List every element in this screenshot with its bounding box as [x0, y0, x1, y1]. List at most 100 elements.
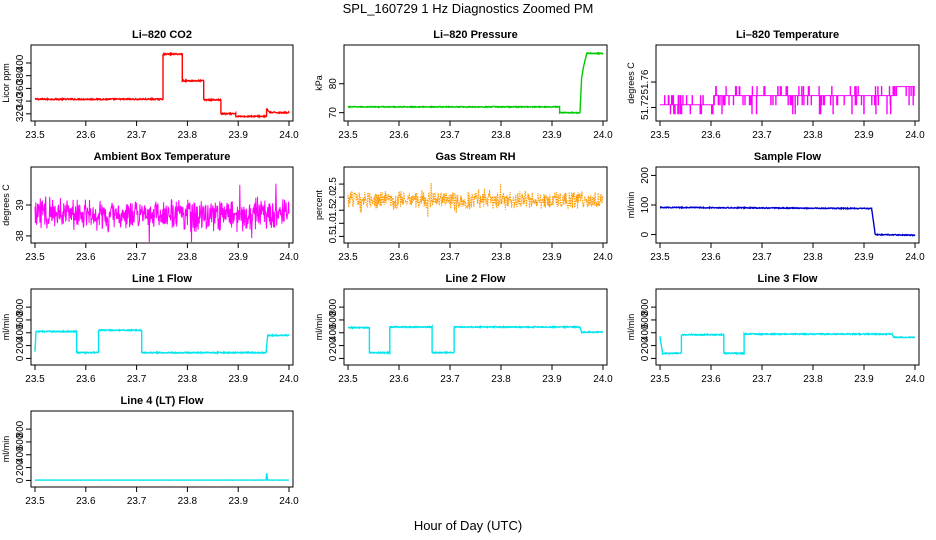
- y-tick-label: 340: [15, 92, 26, 109]
- y-tick-label: 0: [15, 477, 26, 483]
- x-tick-label: 23.5: [338, 374, 358, 385]
- plot-area: [34, 328, 290, 356]
- y-tick-label: 400: [328, 324, 339, 341]
- x-tick-label: 24.0: [905, 252, 925, 263]
- y-tick-label: 200: [328, 337, 339, 354]
- y-tick-label: 1.5: [328, 203, 339, 217]
- data-series: [347, 324, 604, 356]
- y-tick-label: 2.0: [328, 190, 339, 204]
- x-tick-label: 23.6: [76, 252, 96, 263]
- plot-frame: [343, 288, 608, 366]
- panel-title: Sample Flow: [754, 151, 822, 163]
- panel-title: Gas Stream RH: [435, 151, 515, 163]
- x-tick-label: 23.9: [854, 130, 874, 141]
- x-tick-label: 23.7: [127, 496, 147, 507]
- y-axis-title: degrees C: [1, 184, 11, 226]
- x-tick-label: 23.8: [803, 374, 823, 385]
- y-tick-label: 80: [328, 78, 339, 90]
- data-series: [34, 183, 290, 242]
- x-tick-label: 23.9: [854, 374, 874, 385]
- panel-title: Li–820 Temperature: [736, 29, 839, 41]
- data-series: [659, 205, 916, 237]
- x-tick-label: 23.7: [127, 374, 147, 385]
- y-tick-label: 51.72: [640, 95, 651, 120]
- y-tick-label: 0.5: [328, 229, 339, 243]
- panel-title: Line 4 (LT) Flow: [121, 395, 204, 407]
- panel-5: Gas Stream RH 23.5 23.6 23.7 23.8 23.9 24.0 0.5…: [314, 151, 613, 263]
- y-tick-label: 1.0: [328, 216, 339, 230]
- panel-6: Sample Flow 23.5 23.6 23.7 23.8 23.9 24.0 0 100 2…: [626, 151, 925, 263]
- x-tick-label: 23.9: [542, 252, 562, 263]
- plot-frame: [343, 166, 608, 244]
- x-tick-label: 23.7: [127, 130, 147, 141]
- y-axis-title: Licor ppm: [1, 63, 11, 103]
- x-tick-label: 23.7: [752, 130, 772, 141]
- plot-area: [659, 205, 916, 237]
- x-tick-label: 23.9: [228, 496, 248, 507]
- y-tick-label: 380: [15, 67, 26, 84]
- plot-frame: [343, 44, 608, 122]
- y-tick-label: 70: [328, 107, 339, 119]
- y-axis-title: ml/min: [626, 314, 636, 341]
- x-tick-label: 23.5: [25, 252, 45, 263]
- plot-area: [34, 183, 290, 242]
- x-tick-label: 23.5: [650, 374, 670, 385]
- plot-frame: [30, 410, 294, 488]
- y-tick-label: 200: [640, 167, 651, 184]
- plot-area: [660, 86, 915, 115]
- y-axis-title: ml/min: [314, 314, 324, 341]
- x-axis-label: Hour of Day (UTC): [413, 518, 523, 533]
- x-tick-label: 23.6: [76, 374, 96, 385]
- plot-frame: [655, 44, 920, 122]
- plot-area: [34, 51, 290, 119]
- data-series: [35, 473, 289, 481]
- x-tick-label: 23.8: [491, 374, 511, 385]
- x-tick-label: 24.0: [279, 130, 299, 141]
- panel-title: Line 2 Flow: [446, 273, 506, 285]
- data-series: [34, 51, 290, 119]
- panel-7: Line 1 Flow 23.5 23.6 23.7 23.8 23.9 24.0 02004…: [1, 273, 299, 385]
- x-tick-label: 23.8: [178, 252, 198, 263]
- y-tick-label: 320: [15, 105, 26, 122]
- y-tick-label: 39: [15, 199, 26, 211]
- x-tick-label: 23.8: [178, 130, 198, 141]
- y-axis-title: ml/min: [1, 436, 11, 463]
- x-tick-label: 24.0: [593, 130, 613, 141]
- x-tick-label: 23.7: [440, 374, 460, 385]
- y-axis-title: percent: [314, 189, 324, 220]
- x-tick-label: 23.6: [389, 130, 409, 141]
- x-tick-label: 24.0: [905, 130, 925, 141]
- y-axis-title: degrees C: [626, 62, 636, 104]
- x-tick-label: 24.0: [279, 252, 299, 263]
- x-tick-label: 23.6: [701, 130, 721, 141]
- plot-frame: [30, 44, 294, 122]
- x-tick-label: 23.8: [491, 252, 511, 263]
- y-tick-label: 100: [640, 196, 651, 213]
- x-tick-label: 23.8: [178, 374, 198, 385]
- y-axis-title: kPa: [314, 75, 324, 91]
- plot-area: [659, 331, 916, 356]
- x-tick-label: 23.6: [76, 496, 96, 507]
- x-tick-label: 23.8: [803, 252, 823, 263]
- x-tick-label: 24.0: [905, 374, 925, 385]
- panel-title: Line 3 Flow: [758, 273, 818, 285]
- y-tick-label: 400: [15, 324, 26, 341]
- panel-title: Ambient Box Temperature: [94, 151, 231, 163]
- plot-area: [35, 473, 289, 481]
- figure-title: SPL_160729 1 Hz Diagnostics Zoomed PM: [342, 1, 594, 16]
- y-tick-label: 400: [15, 54, 26, 71]
- y-tick-label: 800: [15, 298, 26, 315]
- panel-9: Line 3 Flow 23.5 23.6 23.7 23.8 23.9 24.0 02004…: [626, 273, 925, 385]
- data-series: [660, 86, 915, 115]
- y-tick-label: 400: [640, 324, 651, 341]
- x-tick-label: 23.8: [178, 496, 198, 507]
- y-tick-label: 400: [15, 446, 26, 463]
- x-tick-label: 23.9: [854, 252, 874, 263]
- x-tick-label: 23.6: [389, 374, 409, 385]
- x-tick-label: 23.7: [127, 252, 147, 263]
- panel-8: Line 2 Flow 23.5 23.6 23.7 23.8 23.9 24.0 02004…: [314, 273, 613, 385]
- panel-1: Li–820 CO2 23.5 23.6 23.7 23.8 23.9 24.0 320340…: [1, 29, 299, 141]
- y-tick-label: 0: [15, 355, 26, 361]
